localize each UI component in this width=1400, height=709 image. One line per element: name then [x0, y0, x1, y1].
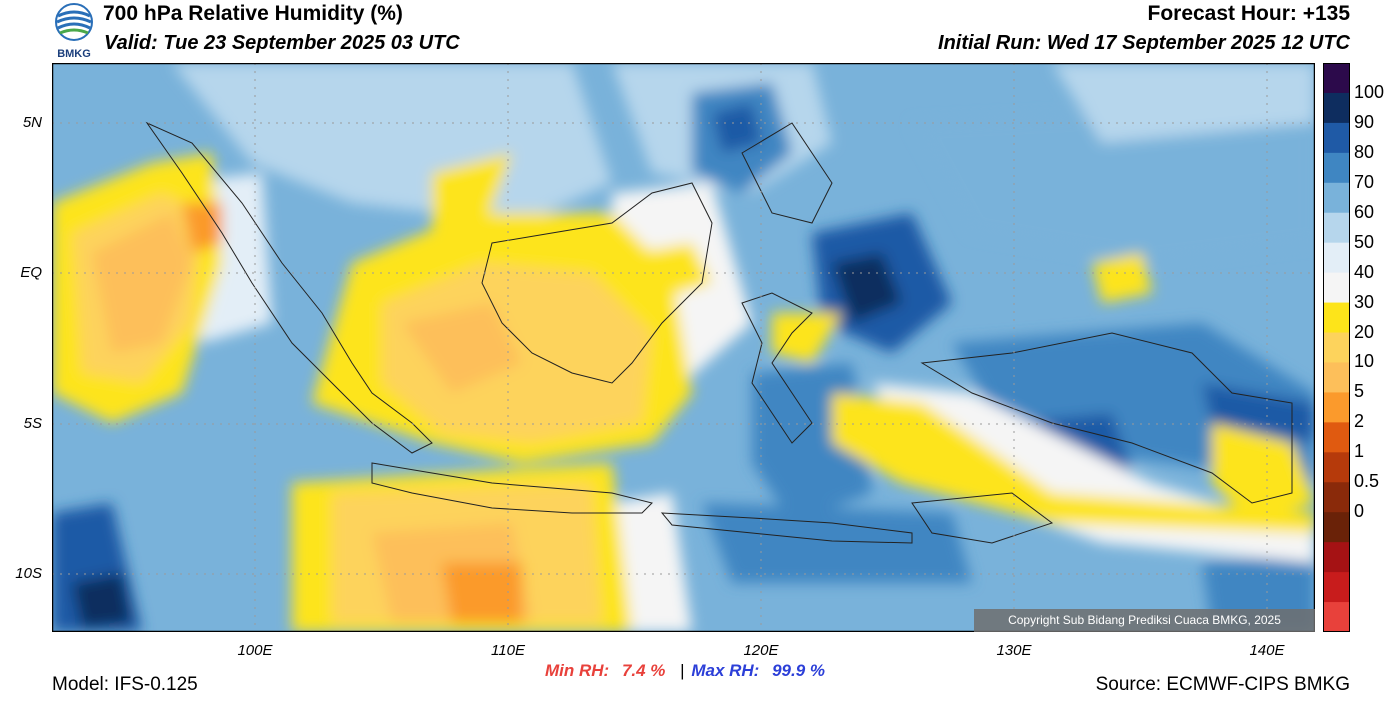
colorbar-label: 70 — [1354, 171, 1375, 192]
max-rh-value: 99.9 % — [772, 661, 826, 680]
colorbar-label: 40 — [1354, 261, 1375, 282]
rh-field — [52, 63, 1315, 632]
sumatra-coast — [145, 121, 433, 454]
rh-stats: Min RH: 7.4 % | Max RH: 99.9 % — [545, 661, 825, 681]
min-rh-label: Min RH: — [545, 661, 610, 680]
initial-run: Initial Run: Wed 17 September 2025 12 UT… — [938, 32, 1350, 54]
java-coast — [371, 462, 653, 514]
forecast-hour: Forecast Hour: +135 — [1147, 2, 1351, 25]
sulawesi-coast — [741, 292, 813, 444]
valid-time: Valid: Tue 23 September 2025 03 UTC — [104, 32, 460, 54]
copyright-notice: Copyright Sub Bidang Prediksi Cuaca BMKG… — [974, 609, 1315, 632]
colorbar-label: 100 — [1354, 81, 1385, 102]
lon-label-140e: 140E — [1249, 642, 1285, 659]
timor-coast — [911, 492, 1054, 544]
nusa-tenggara-coast — [660, 512, 913, 544]
colorbar-label: 30 — [1354, 291, 1375, 312]
colorbar-swatch — [1323, 182, 1350, 214]
colorbar-label: 1 — [1354, 441, 1365, 462]
coastlines — [145, 121, 1293, 544]
data-source: Source: ECMWF-CIPS BMKG — [1095, 674, 1350, 695]
lat-label-5s: 5S — [23, 415, 42, 432]
lon-label-100e: 100E — [237, 642, 273, 659]
colorbar-swatch — [1323, 482, 1350, 513]
colorbar-swatch — [1323, 63, 1350, 94]
colorbar-swatch — [1323, 212, 1350, 244]
colorbar-swatch — [1323, 92, 1350, 124]
mindanao-coast — [741, 122, 833, 224]
colorbar-swatch — [1323, 512, 1350, 543]
colorbar-swatch — [1323, 332, 1350, 363]
colorbar-label: 0 — [1354, 501, 1365, 522]
min-rh-value: 7.4 % — [621, 661, 666, 680]
lon-label-110e: 110E — [491, 642, 525, 659]
logo-text: BMKG — [57, 48, 91, 60]
colorbar-swatch — [1323, 272, 1350, 304]
colorbar-label: 0.5 — [1354, 471, 1380, 492]
colorbar-swatch — [1323, 452, 1350, 483]
colorbar-frame — [1323, 63, 1350, 632]
chart-title: 700 hPa Relative Humidity (%) — [103, 2, 403, 25]
colorbar-swatch — [1323, 392, 1350, 423]
papua-coast — [920, 332, 1293, 504]
colorbar-label: 80 — [1354, 141, 1375, 162]
colorbar-swatch — [1323, 152, 1350, 184]
humidity-map[interactable] — [52, 63, 1315, 632]
max-rh-label: Max RH: — [691, 661, 760, 680]
borneo-coast — [481, 182, 713, 384]
colorbar-label: 20 — [1354, 321, 1375, 342]
colorbar-label: 50 — [1354, 231, 1375, 252]
colorbar-swatch — [1323, 302, 1350, 334]
lon-label-120e: 120E — [743, 642, 779, 659]
colorbar-swatch — [1323, 542, 1350, 573]
map-frame — [52, 63, 1315, 632]
bmkg-logo: BMKG — [52, 2, 100, 60]
lat-label-eq: EQ — [20, 264, 42, 281]
colorbar-swatch — [1323, 122, 1350, 154]
colorbar-label: 60 — [1354, 201, 1375, 222]
colorbar-label: 2 — [1354, 411, 1365, 432]
colorbar-label: 5 — [1354, 381, 1365, 402]
colorbar-swatch — [1323, 572, 1350, 603]
colorbar-swatch — [1323, 422, 1350, 453]
colorbar-swatch — [1323, 242, 1350, 274]
colorbar-swatch — [1323, 602, 1350, 633]
model-name: Model: IFS-0.125 — [52, 674, 198, 695]
colorbar-swatch — [1323, 362, 1350, 393]
colorbar — [1323, 63, 1350, 633]
lat-label-10s: 10S — [15, 565, 42, 582]
colorbar-label: 90 — [1354, 111, 1375, 132]
colorbar-label: 10 — [1354, 351, 1375, 372]
lon-label-130e: 130E — [996, 642, 1032, 659]
stats-separator: | — [680, 661, 685, 680]
lat-label-5n: 5N — [22, 114, 42, 131]
